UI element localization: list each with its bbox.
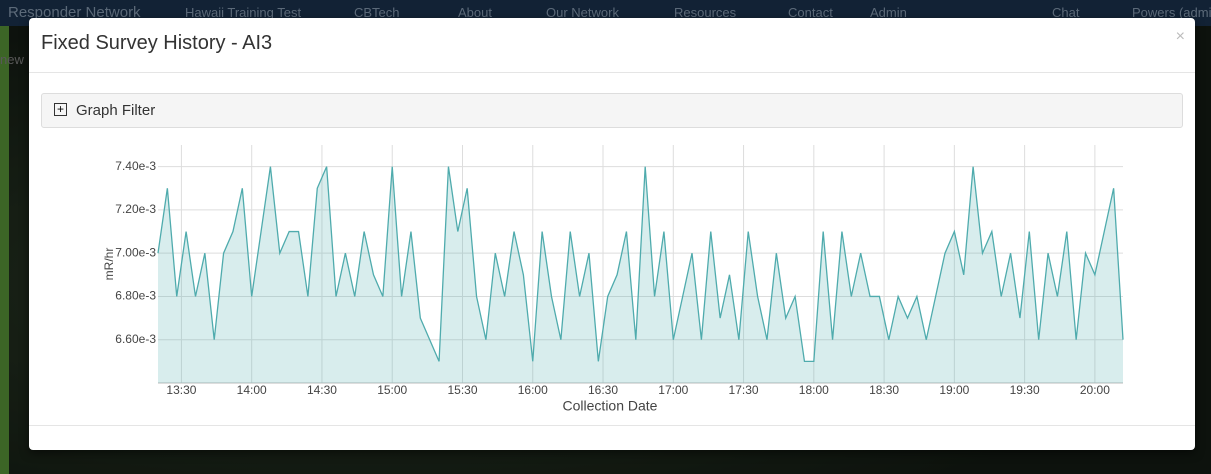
x-tick-label: 16:30 xyxy=(588,383,618,397)
x-tick-label: 15:00 xyxy=(377,383,407,397)
y-tick-label: 6.60e-3 xyxy=(115,332,156,346)
x-tick-label: 16:00 xyxy=(518,383,548,397)
x-tick-label: 14:00 xyxy=(237,383,267,397)
y-tick-label: 7.40e-3 xyxy=(115,159,156,173)
y-tick-label: 7.00e-3 xyxy=(115,245,156,259)
y-tick-label: 7.20e-3 xyxy=(115,202,156,216)
y-tick-label: 6.80e-3 xyxy=(115,289,156,303)
page: Responder Network Hawaii Training Test C… xyxy=(0,0,1211,474)
x-tick-label: 19:00 xyxy=(939,383,969,397)
area xyxy=(158,167,1123,383)
x-tick-label: 13:30 xyxy=(166,383,196,397)
x-tick-label: 18:00 xyxy=(799,383,829,397)
x-tick-label: 20:00 xyxy=(1080,383,1110,397)
x-tick-label: 18:30 xyxy=(869,383,899,397)
x-tick-label: 15:30 xyxy=(447,383,477,397)
chart: Collection Date mR/hr 6.60e-3 6.80e-3 7.00… xyxy=(0,0,1211,474)
x-axis-label: Collection Date xyxy=(563,398,658,414)
x-tick-label: 19:30 xyxy=(1010,383,1040,397)
y-axis-label: mR/hr xyxy=(102,248,116,281)
x-tick-label: 17:00 xyxy=(658,383,688,397)
x-tick-label: 17:30 xyxy=(729,383,759,397)
x-tick-label: 14:30 xyxy=(307,383,337,397)
